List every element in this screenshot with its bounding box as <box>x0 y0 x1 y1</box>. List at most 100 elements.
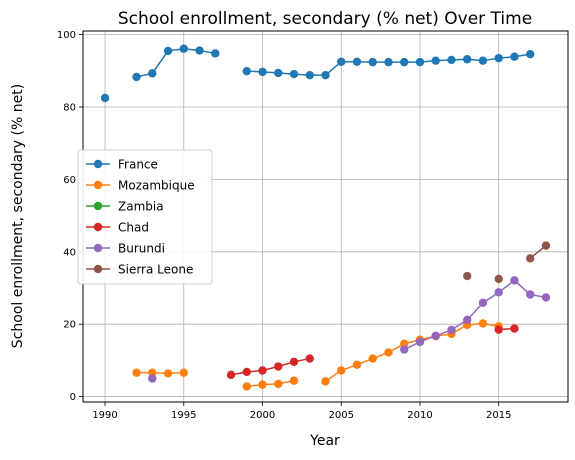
data-point-mozambique <box>352 360 362 369</box>
data-point-burundi <box>148 374 157 383</box>
data-point-burundi <box>510 276 519 285</box>
x-axis-label: Year <box>309 433 340 449</box>
legend-label: Zambia <box>118 200 164 214</box>
data-point-chad <box>242 367 251 377</box>
data-point-france <box>415 57 425 67</box>
legend-label: Burundi <box>118 242 165 256</box>
data-point-mozambique <box>384 348 393 357</box>
data-point-sierra-leone <box>463 271 472 281</box>
legend-marker <box>93 222 103 232</box>
data-point-mozambique <box>337 366 346 375</box>
x-tick-label: 2015 <box>486 410 511 421</box>
legend-item-sierra-leone: Sierra Leone <box>86 263 193 277</box>
legend-box <box>77 149 213 285</box>
y-tick-label: 60 <box>63 175 76 186</box>
data-point-france <box>258 67 267 77</box>
y-tick-label: 20 <box>63 320 76 331</box>
data-point-chad <box>258 366 267 375</box>
series-burundi <box>148 276 551 383</box>
data-point-france <box>463 55 472 64</box>
legend-label: Mozambique <box>118 179 195 193</box>
series-line-mozambique <box>136 371 184 375</box>
legend-item-mozambique: Mozambique <box>86 179 195 193</box>
data-point-france <box>179 44 188 53</box>
legend-label: Sierra Leone <box>118 263 193 277</box>
data-point-mozambique <box>478 319 488 328</box>
data-point-burundi <box>415 337 425 347</box>
data-point-mozambique <box>179 368 188 377</box>
data-point-chad <box>510 324 519 333</box>
x-tick-label: 2000 <box>250 410 275 421</box>
data-point-france <box>321 70 330 80</box>
data-point-mozambique <box>148 368 157 377</box>
data-point-france <box>526 49 535 59</box>
data-point-mozambique <box>163 369 173 378</box>
series-layer <box>100 44 551 391</box>
data-point-burundi <box>447 325 456 335</box>
series-france <box>100 44 535 103</box>
data-point-chad <box>289 357 299 367</box>
data-point-france <box>494 53 503 63</box>
data-point-burundi <box>526 290 535 299</box>
data-point-burundi <box>463 315 472 325</box>
y-tick-label: 40 <box>63 247 76 258</box>
data-point-sierra-leone <box>494 274 503 284</box>
x-tick-label: 1995 <box>171 410 196 421</box>
data-point-chad <box>226 370 236 380</box>
series-sierra-leone <box>463 241 551 284</box>
legend-marker <box>93 159 103 169</box>
data-point-france <box>400 57 409 67</box>
data-point-chad <box>494 325 503 334</box>
chart-title: School enrollment, secondary (% net) Ove… <box>118 9 532 29</box>
data-point-burundi <box>541 293 551 302</box>
data-point-france <box>478 56 488 65</box>
data-point-france <box>132 72 141 82</box>
data-point-mozambique <box>274 379 283 389</box>
data-point-mozambique <box>132 368 141 377</box>
legend-marker <box>93 180 103 190</box>
data-point-mozambique <box>321 377 330 386</box>
data-point-france <box>447 55 456 65</box>
legend-item-france: France <box>86 158 158 172</box>
data-point-france <box>384 57 393 67</box>
data-point-france <box>337 57 346 66</box>
legend-marker <box>93 243 103 253</box>
data-point-chad <box>274 362 283 371</box>
legend-item-burundi: Burundi <box>86 242 165 256</box>
data-point-france <box>289 69 299 79</box>
data-point-france <box>352 57 362 66</box>
legend-marker <box>93 264 103 274</box>
legend-label: France <box>118 158 158 172</box>
data-point-france <box>100 93 110 103</box>
data-point-chad <box>305 354 314 363</box>
x-tick-label: 2010 <box>407 410 432 421</box>
x-tick-label: 1990 <box>92 410 117 421</box>
data-point-mozambique <box>242 382 251 391</box>
data-point-mozambique <box>258 380 267 389</box>
data-point-france <box>163 46 173 56</box>
data-point-mozambique <box>289 376 299 385</box>
data-point-burundi <box>494 288 503 297</box>
legend-marker <box>93 201 103 211</box>
data-point-sierra-leone <box>541 241 551 250</box>
x-tick-label: 2005 <box>329 410 354 421</box>
grid <box>83 31 568 402</box>
data-point-burundi <box>478 298 488 308</box>
legend-item-chad: Chad <box>86 221 149 235</box>
legend: France Mozambique Zambia Chad Burundi Sierra … <box>77 149 213 285</box>
data-point-france <box>211 49 220 58</box>
series-line-mozambique <box>325 322 499 382</box>
data-point-france <box>148 69 157 78</box>
y-axis-label: School enrollment, secondary (% net) <box>10 84 26 348</box>
y-tick-label: 0 <box>70 392 76 403</box>
data-point-france <box>242 66 251 76</box>
legend-label: Chad <box>118 221 149 235</box>
data-point-france <box>305 70 314 80</box>
series-chad <box>226 324 519 380</box>
data-point-france <box>274 68 283 78</box>
y-tick-label: 100 <box>57 30 76 41</box>
data-point-france <box>431 56 440 65</box>
data-point-sierra-leone <box>526 254 535 263</box>
data-point-france <box>510 52 519 61</box>
